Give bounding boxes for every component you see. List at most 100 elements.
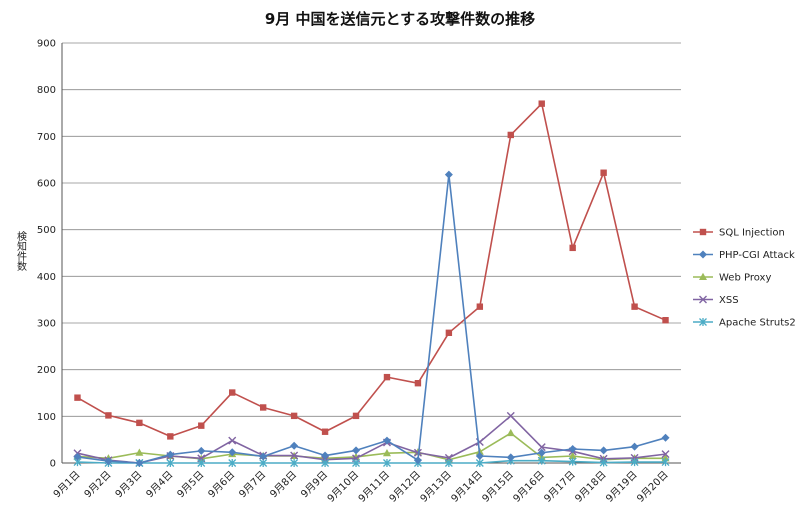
series-xss bbox=[73, 411, 670, 467]
data-point bbox=[475, 452, 484, 460]
data-point bbox=[507, 131, 514, 139]
data-point bbox=[321, 459, 330, 467]
data-point bbox=[476, 303, 484, 310]
data-point bbox=[630, 458, 639, 467]
y-tick-label: 600 bbox=[37, 179, 56, 190]
x-tick-label: 9月4日 bbox=[144, 469, 176, 501]
y-tick-label: 200 bbox=[37, 365, 56, 376]
x-tick-label: 9月9日 bbox=[299, 469, 331, 501]
data-point bbox=[537, 443, 546, 452]
series-line bbox=[77, 415, 666, 464]
legend-marker bbox=[699, 295, 707, 304]
y-tick-label: 500 bbox=[37, 225, 56, 236]
data-point bbox=[229, 389, 236, 396]
x-tick-label: 9月18日 bbox=[573, 469, 609, 505]
legend-marker bbox=[699, 272, 707, 280]
data-point bbox=[197, 459, 206, 467]
data-point bbox=[537, 456, 546, 465]
legend-marker bbox=[699, 318, 707, 326]
x-tick-label: 9月17日 bbox=[542, 469, 578, 505]
data-point bbox=[198, 422, 205, 429]
x-tick-label: 9月20日 bbox=[635, 469, 671, 505]
series-sql-injection bbox=[74, 100, 669, 440]
data-point bbox=[321, 428, 329, 435]
y-tick-label: 0 bbox=[50, 459, 56, 470]
y-tick-label: 900 bbox=[37, 39, 56, 50]
y-tick-label: 100 bbox=[37, 412, 56, 423]
data-point bbox=[568, 445, 577, 453]
data-point bbox=[538, 100, 545, 107]
legend-label: Apache Struts2 bbox=[719, 318, 796, 329]
series-line bbox=[77, 459, 666, 464]
chart-title: 9月 中国を送信元とする攻撃件数の推移 bbox=[265, 10, 535, 28]
data-point bbox=[382, 449, 391, 457]
data-point bbox=[352, 459, 360, 467]
y-tick-label: 700 bbox=[37, 132, 56, 143]
legend-marker bbox=[699, 228, 707, 236]
y-axis-label: 検知件数 bbox=[15, 230, 27, 272]
y-tick-label: 300 bbox=[37, 319, 56, 330]
data-point bbox=[506, 411, 515, 420]
data-point bbox=[661, 458, 670, 467]
legend-item: Web Proxy bbox=[693, 273, 771, 284]
data-point bbox=[259, 404, 267, 411]
data-point bbox=[662, 317, 669, 324]
legend-label: PHP-CGI Attack bbox=[719, 250, 795, 261]
gridlines bbox=[62, 42, 681, 464]
y-axis-ticks: 0 100 200 300 400 500 600 700 800 900 bbox=[37, 39, 56, 470]
legend-label: Web Proxy bbox=[719, 273, 771, 284]
legend-marker bbox=[699, 250, 707, 259]
series-line bbox=[77, 102, 666, 438]
x-tick-label: 9月3日 bbox=[113, 469, 145, 501]
data-point bbox=[661, 433, 670, 442]
data-point bbox=[568, 451, 577, 459]
data-point bbox=[413, 456, 422, 465]
legend: SQL Injection PHP-CGI Attack Web Proxy XSS A… bbox=[693, 228, 796, 329]
data-point bbox=[444, 170, 453, 179]
data-point bbox=[537, 448, 546, 457]
data-point bbox=[445, 329, 453, 336]
data-point bbox=[166, 459, 175, 467]
x-tick-label: 9月16日 bbox=[511, 469, 547, 505]
data-point bbox=[73, 452, 82, 461]
y-tick-label: 800 bbox=[37, 85, 56, 96]
series-layer bbox=[73, 100, 670, 467]
data-point bbox=[197, 446, 206, 455]
x-tick-label: 9月6日 bbox=[206, 469, 238, 501]
data-point bbox=[321, 451, 330, 460]
data-point bbox=[599, 446, 608, 455]
data-point bbox=[228, 436, 237, 445]
data-point bbox=[383, 373, 391, 381]
x-tick-label: 9月1日 bbox=[51, 469, 83, 501]
data-point bbox=[352, 412, 360, 420]
x-tick-label: 9月7日 bbox=[237, 469, 269, 501]
data-point bbox=[290, 459, 299, 467]
data-point bbox=[352, 446, 361, 455]
x-tick-label: 9月10日 bbox=[325, 469, 361, 505]
data-point bbox=[290, 412, 298, 420]
data-point bbox=[383, 459, 391, 467]
data-point bbox=[290, 451, 299, 460]
data-point bbox=[135, 459, 144, 467]
data-point bbox=[600, 169, 607, 176]
data-point bbox=[136, 419, 143, 427]
x-tick-label: 9月12日 bbox=[387, 469, 423, 505]
data-point bbox=[167, 433, 174, 440]
y-tick-label: 400 bbox=[37, 272, 56, 283]
data-point bbox=[166, 450, 175, 459]
data-point bbox=[569, 244, 576, 252]
x-axis-ticks: 9月1日 9月2日 9月3日 9月4日 9月5日 9月6日 9月7日 9月8日 9月9日9月10… bbox=[51, 469, 671, 505]
legend-label: XSS bbox=[719, 295, 739, 306]
x-tick-label: 9月14日 bbox=[449, 469, 485, 505]
x-tick-label: 9月8日 bbox=[268, 469, 300, 501]
data-point bbox=[135, 448, 144, 456]
x-tick-label: 9月2日 bbox=[82, 469, 114, 501]
data-point bbox=[599, 458, 608, 467]
data-point bbox=[475, 459, 484, 467]
x-tick-label: 9月13日 bbox=[418, 469, 454, 505]
legend-item: PHP-CGI Attack bbox=[693, 250, 795, 261]
data-point bbox=[506, 428, 515, 437]
data-point bbox=[506, 453, 515, 462]
data-point bbox=[105, 412, 112, 419]
